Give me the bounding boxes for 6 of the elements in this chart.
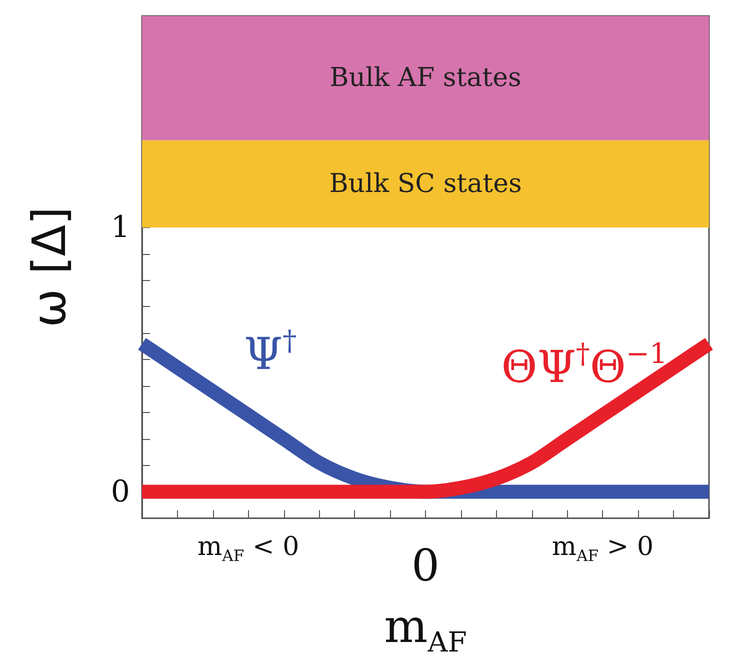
band-label: Bulk SC states xyxy=(329,168,522,199)
band-label: Bulk AF states xyxy=(330,63,522,94)
x-tick-label: 0 xyxy=(412,540,440,592)
series-label: Ψ† xyxy=(244,324,297,380)
y-axis-title: ω [Δ] xyxy=(22,206,76,328)
y-tick-label: 1 xyxy=(110,210,130,245)
